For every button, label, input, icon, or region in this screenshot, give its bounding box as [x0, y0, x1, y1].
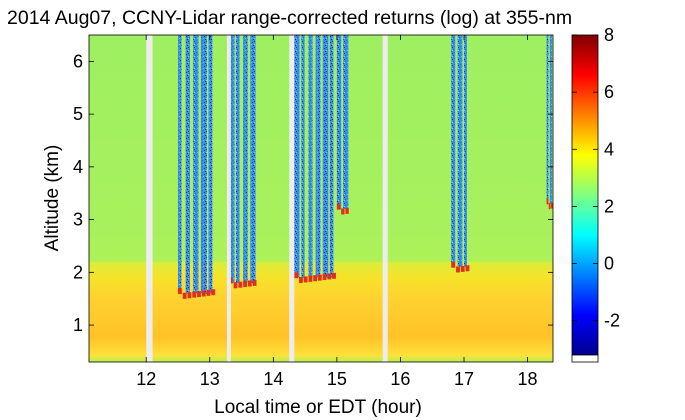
cloud-return — [252, 279, 257, 286]
scattering-column — [301, 35, 305, 278]
cloud-return — [238, 281, 243, 288]
y-tick-label: 1 — [73, 315, 83, 335]
colorbar-tick-label: 2 — [604, 196, 614, 216]
x-axis-label: Local time or EDT (hour) — [214, 397, 422, 418]
x-axis: 12 13 14 15 16 17 18 — [136, 35, 538, 389]
cloud-return — [451, 261, 456, 268]
data-gap — [146, 35, 153, 362]
chart-title: 2014 Aug07, CCNY-Lidar range-corrected r… — [7, 7, 572, 29]
scattering-column — [457, 35, 463, 268]
cloud-return — [177, 288, 182, 295]
colorbar-tick-label: 6 — [604, 82, 614, 102]
scattering-column — [177, 35, 182, 294]
scattering-column — [193, 35, 199, 294]
x-tick-label: 12 — [136, 369, 156, 389]
scattering-column — [235, 35, 240, 283]
colorbar-tick-label: 4 — [604, 139, 614, 159]
data-gap — [382, 35, 388, 362]
x-tick-label: 18 — [518, 369, 538, 389]
y-tick-label: 2 — [73, 262, 83, 282]
cloud-return — [456, 266, 460, 273]
x-tick-label: 16 — [390, 369, 410, 389]
cloud-return — [550, 202, 553, 209]
cloud-return — [233, 282, 238, 289]
x-tick-label: 17 — [454, 369, 474, 389]
cloud-return — [182, 292, 187, 299]
scattering-column — [546, 35, 549, 204]
cloud-return — [197, 291, 201, 298]
y-tick-label: 5 — [73, 104, 83, 124]
cloud-return — [546, 198, 549, 205]
cloud-return — [322, 274, 327, 281]
cloud-return — [192, 291, 197, 298]
y-tick-label: 4 — [73, 157, 83, 177]
scattering-column — [329, 35, 334, 278]
scattering-column — [336, 35, 342, 210]
scattering-column — [200, 35, 207, 294]
cloud-return — [201, 290, 206, 297]
cloud-return — [327, 273, 332, 280]
scattering-column — [451, 35, 456, 268]
cloud-return — [247, 280, 252, 287]
data-gaps — [146, 35, 388, 362]
cloud-return — [317, 274, 322, 281]
scattering-column — [322, 35, 329, 278]
scattering-column — [315, 35, 321, 278]
y-axis-label: Altitude (km) — [42, 145, 63, 252]
colorbar-tick-label: -2 — [604, 311, 620, 331]
plot-area — [89, 35, 553, 362]
cloud-return — [294, 272, 299, 279]
scattering-column — [343, 35, 349, 210]
scattering-column — [243, 35, 248, 283]
data-gap — [226, 35, 231, 362]
cloud-return — [243, 281, 247, 288]
colorbar-gradient — [571, 34, 599, 356]
scattering-column — [185, 35, 190, 294]
y-axis: 1 2 3 4 5 6 — [73, 51, 553, 335]
colorbar: 8 6 4 2 0 -2 — [571, 25, 620, 363]
x-tick-label: 15 — [327, 369, 347, 389]
cloud-return — [460, 265, 465, 272]
cloud-return — [299, 277, 303, 284]
data-gap — [289, 35, 295, 362]
colorbar-nodata-swatch — [571, 354, 599, 363]
scattering-columns — [177, 35, 552, 294]
scattering-column — [294, 35, 300, 278]
cloud-return — [187, 292, 192, 299]
cloud-return — [211, 289, 216, 296]
cloud-return — [206, 289, 211, 296]
cloud-return — [548, 203, 551, 210]
cloud-return — [332, 272, 336, 279]
cloud-return — [303, 276, 308, 283]
x-tick-label: 14 — [263, 369, 283, 389]
colorbar-tick-label: 8 — [604, 25, 614, 45]
cloud-return — [341, 208, 345, 215]
x-tick-label: 13 — [200, 369, 220, 389]
background-layer — [89, 35, 553, 362]
scattering-column — [228, 35, 235, 283]
cloud-return — [336, 203, 341, 210]
cloud-return — [308, 275, 313, 282]
scattering-column — [464, 35, 467, 268]
colorbar-ticks: 8 6 4 2 0 -2 — [572, 25, 620, 331]
cloud-return — [345, 207, 349, 214]
scattering-column — [208, 35, 213, 294]
scattering-column — [549, 35, 552, 204]
scattering-column — [250, 35, 256, 283]
plot-frame — [88, 34, 554, 363]
y-tick-label: 6 — [73, 51, 83, 71]
colorbar-tick-label: 0 — [604, 254, 614, 274]
scattering-column — [308, 35, 313, 278]
y-tick-label: 3 — [73, 210, 83, 230]
cloud-return — [313, 275, 318, 282]
cloud-layer — [177, 198, 553, 299]
cloud-return — [465, 265, 470, 272]
